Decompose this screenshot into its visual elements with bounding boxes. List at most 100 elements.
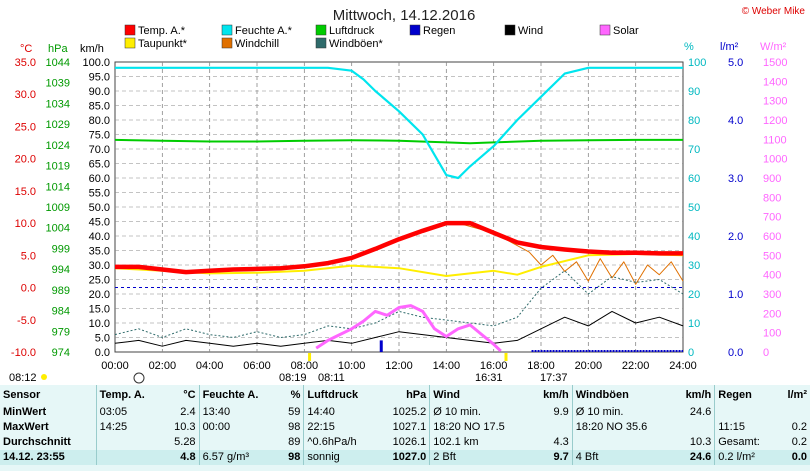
tick-label: 979 [52, 326, 70, 338]
sunset-time: 16:31 [475, 372, 503, 384]
stats-cell [673, 420, 715, 435]
stats-header: l/m² [787, 389, 807, 401]
tick-label: 80.0 [89, 115, 110, 127]
legend-swatch [124, 37, 136, 49]
series-taupunkt-line [114, 253, 684, 277]
x-tick-label: 04:00 [196, 360, 224, 372]
tick-label: 1500 [763, 57, 787, 69]
stats-cell: 18:20 NO 35.6 [571, 420, 674, 435]
tick-label: 100 [688, 57, 706, 69]
stats-cell: 11:15 [714, 420, 777, 435]
stats-cell: 102.1 km [429, 435, 531, 450]
stats-cell [95, 450, 163, 465]
stats-cell: 59 [288, 406, 301, 418]
tick-label: 1400 [763, 76, 787, 88]
tick-label: 70 [688, 144, 700, 156]
unit-rain: l/m² [720, 41, 739, 53]
tick-label: 300 [763, 289, 781, 301]
stats-cell: 0.2 l/m² [714, 450, 777, 465]
stats-cell: 14:40 [303, 405, 378, 420]
series-feuchtea-line [115, 66, 683, 180]
tick-label: 35.0 [89, 246, 110, 258]
stats-cell: 5.28 [174, 436, 196, 448]
legend-swatch [409, 24, 421, 36]
tick-label: 3.0 [728, 173, 743, 185]
legend: Temp. A.* Feuchte A.* Luftdruck Regen Wind So… [124, 24, 639, 50]
tick-label: 20 [688, 289, 700, 301]
stats-cell: 1026.1 [392, 436, 427, 448]
tick-label: 1034 [46, 98, 70, 110]
tick-label: 90 [688, 86, 700, 98]
legend-swatch [124, 24, 136, 36]
tick-label: 30.0 [89, 260, 110, 272]
stats-cell: 0.2 [791, 436, 807, 448]
stats-header: Luftdruck [303, 385, 378, 405]
sunrise-time: 08:12 [9, 372, 37, 384]
tick-label: 10.0 [89, 318, 110, 330]
unit-pressure: hPa [48, 43, 68, 55]
chart-title: Mittwoch, 14.12.2016 [333, 7, 476, 24]
stats-cell: 10.3 [689, 436, 712, 448]
stats-cell: 24.6 [673, 450, 715, 465]
tick-label: 984 [52, 306, 70, 318]
tick-label: 90.0 [89, 86, 110, 98]
tick-label: 70.0 [89, 144, 110, 156]
x-tick-label: 22:00 [622, 360, 650, 372]
tick-label: 25.0 [89, 275, 110, 287]
stats-cell [95, 435, 163, 450]
stats-cell: Durchschnitt [3, 436, 71, 448]
x-tick-label: 24:00 [669, 360, 697, 372]
tick-label: 600 [763, 231, 781, 243]
tick-label: 100 [763, 328, 781, 340]
unit-humidity: % [684, 41, 694, 53]
tick-label: 800 [763, 192, 781, 204]
tick-label: -5.0 [17, 315, 36, 327]
tick-label: 0.0 [95, 347, 110, 359]
stats-cell: 14:25 [95, 420, 163, 435]
stats-cell: 98 [288, 421, 301, 433]
tick-label: 2.0 [728, 231, 743, 243]
chart-grid [114, 61, 684, 353]
x-tick-label: 10:00 [338, 360, 366, 372]
tick-label: 30.0 [15, 89, 36, 101]
stats-cell: 98 [279, 450, 304, 465]
tick-label: 50.0 [89, 202, 110, 214]
stats-cell: 2 Bft [429, 450, 531, 465]
stats-cell: 89 [288, 436, 301, 448]
tick-label: 500 [763, 250, 781, 262]
tick-label: 85.0 [89, 101, 110, 113]
x-tick-label: 02:00 [149, 360, 177, 372]
stats-header: Wind [429, 385, 531, 405]
tick-label: 40 [688, 231, 700, 243]
stats-header: km/h [543, 389, 569, 401]
tick-label: 95.0 [89, 72, 110, 84]
x-tick-label: 06:00 [243, 360, 271, 372]
legend-swatch [504, 24, 516, 36]
x-tick-label: 20:00 [575, 360, 603, 372]
tick-label: 0 [688, 347, 694, 359]
tick-label: 20.0 [89, 289, 110, 301]
legend-label: Windchill [235, 38, 279, 50]
axis-ticks: 35.0 30.0 25.0 20.0 15.0 10.0 5.0 0.0 -5.0 -10.0 1… [11, 57, 788, 372]
tick-label: 1004 [46, 223, 70, 235]
tick-label: 10.0 [15, 218, 36, 230]
stats-cell: ^0.6hPa/h [303, 435, 378, 450]
stats-cell: 4 Bft [571, 450, 674, 465]
legend-label: Windböen* [329, 38, 384, 50]
tick-label: 1200 [763, 115, 787, 127]
series-tempa-line [115, 220, 683, 275]
stats-cell: 4.8 [162, 450, 200, 465]
tick-label: 994 [52, 264, 70, 276]
stats-cell: Ø 10 min. [571, 405, 674, 420]
stats-cell: 13:40 [198, 405, 280, 420]
tick-label: 15.0 [89, 304, 110, 316]
legend-label: Regen [423, 25, 455, 37]
stats-cell: 14.12. 23:55 [0, 450, 97, 465]
tick-label: 0 [763, 347, 769, 359]
legend-label: Luftdruck [329, 25, 375, 37]
tick-label: 40.0 [89, 231, 110, 243]
stats-cell: 4.3 [553, 436, 569, 448]
sun-markers: 08:12 08:19 08:11 16:31 17:37 [9, 353, 568, 384]
tick-label: 45.0 [89, 217, 110, 229]
x-tick-label: 08:00 [291, 360, 319, 372]
